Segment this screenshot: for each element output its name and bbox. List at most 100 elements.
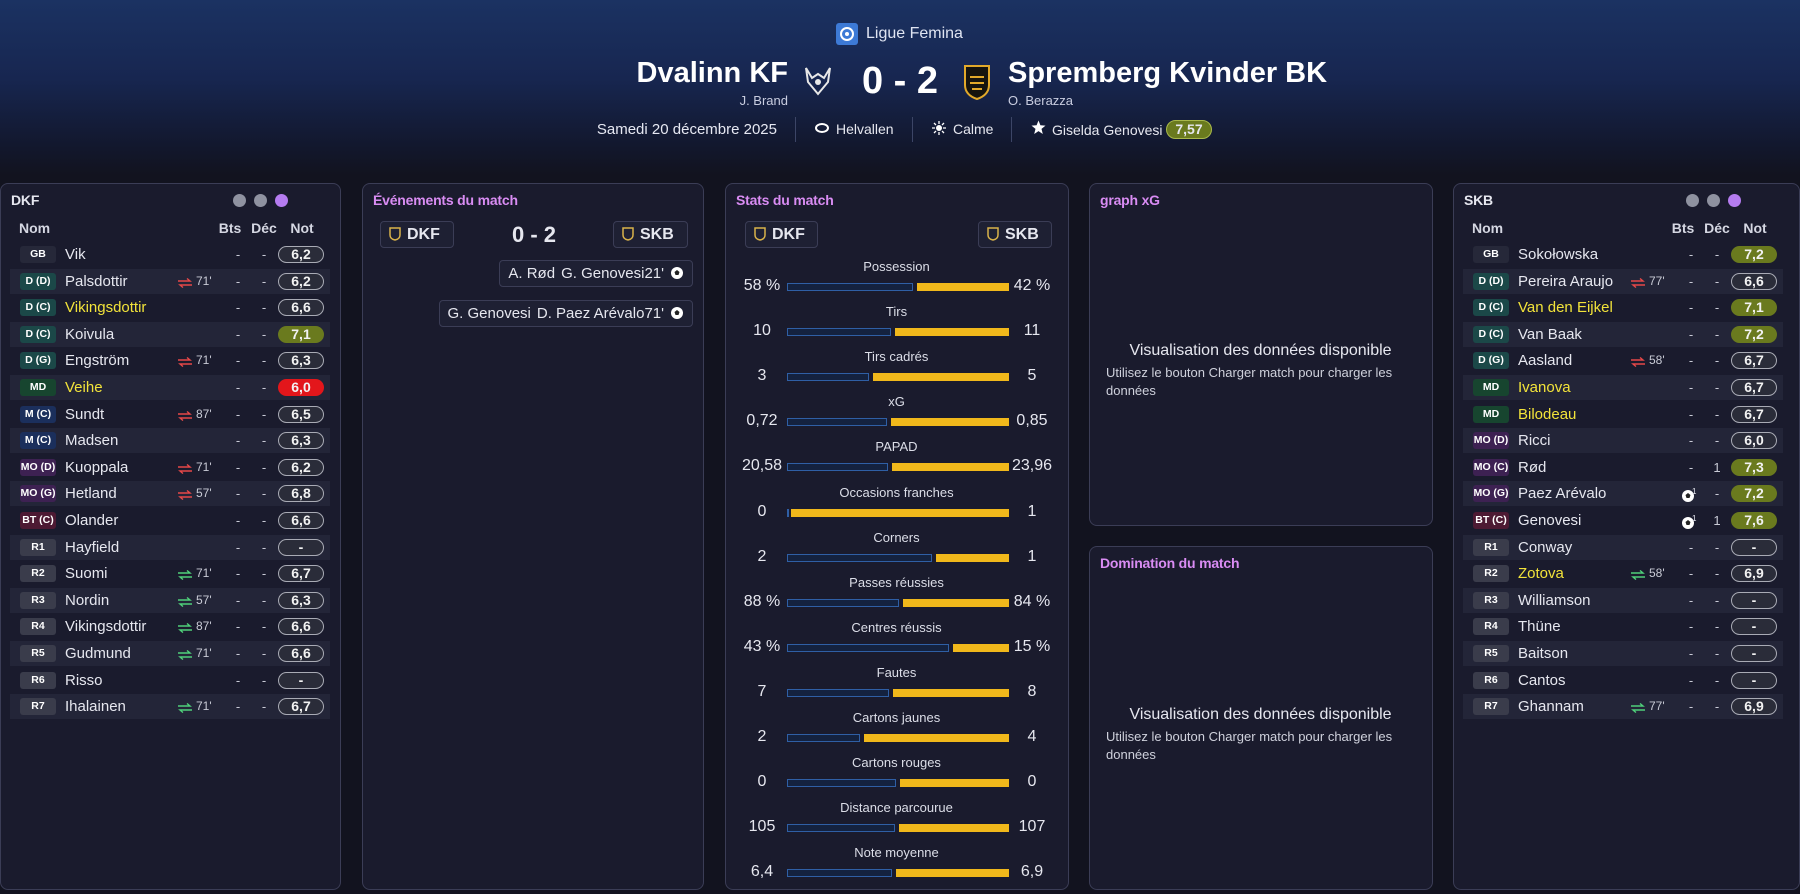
assists: - [261, 353, 267, 369]
goal-event: A. Rød G. Genovesi21' [499, 260, 693, 287]
goals: 1 [1692, 514, 1697, 523]
separator [912, 117, 913, 142]
home-team: Dvalinn KF [636, 57, 788, 89]
assists: - [1714, 619, 1720, 635]
position-badge: M (C) [20, 405, 56, 423]
player-name: Cantos [1518, 671, 1566, 689]
goals: - [235, 433, 241, 449]
assists: - [261, 326, 267, 342]
position-badge: GB [1473, 246, 1509, 263]
player-row: D (C) Koivula - -7,1 [10, 321, 330, 347]
away-bar [890, 418, 1009, 427]
player-row: D (C) Van den Eijkel - -7,1 [1463, 295, 1783, 320]
away-bar [898, 824, 1009, 833]
away-bar [900, 779, 1009, 788]
away-value: 5 [1027, 367, 1037, 385]
scorer: D. Paez Arévalo [536, 305, 645, 322]
xg-graph: graph xG Visualisation des données dispo… [1089, 183, 1433, 526]
player-name: Sokołowska [1518, 246, 1599, 263]
assists: - [1714, 672, 1720, 688]
sub-icon [177, 643, 193, 668]
sub-icon [177, 404, 193, 429]
team-box: DKF [745, 221, 818, 248]
away-bar [863, 734, 1009, 742]
home-bar [787, 688, 889, 697]
panel-title: DKF [11, 192, 40, 208]
info-hint: Utilisez le bouton Charger match pour ch… [1106, 365, 1393, 398]
assists: 1 [1713, 513, 1721, 528]
player-row: R1 Hayfield - - - [10, 534, 330, 560]
player-row: R4 Thüne - - - [1463, 614, 1783, 639]
rating: 6,8 [278, 485, 324, 503]
rating: 6,9 [1731, 565, 1777, 583]
assists: 1 [1713, 459, 1721, 475]
team-logo [389, 224, 401, 249]
assists: - [261, 619, 267, 635]
goal-icon [1681, 513, 1695, 538]
away-coach: O. Berazza [1008, 93, 1074, 108]
stat-label: PAPAD [875, 439, 918, 455]
goals: - [1688, 646, 1694, 661]
player-row: M (C) Sundt 87' - -6,5 [10, 402, 330, 427]
domination: Domination du match Visualisation des do… [1089, 546, 1433, 890]
assists: - [1714, 380, 1720, 395]
competition: Ligue Femina [866, 25, 963, 42]
player-row: R6 Cantos - - - [1463, 668, 1783, 693]
assists: - [261, 566, 267, 582]
assists: - [261, 273, 267, 289]
player-name: Van den Eijkel [1518, 299, 1613, 317]
player-row: BT (C) Olander - -6,6 [10, 508, 330, 533]
player-row: GB Sokołowska - -7,2 [1463, 242, 1783, 267]
goals: - [235, 513, 241, 528]
position-badge: R3 [1473, 591, 1509, 609]
player-row: GB Vik - -6,2 [10, 242, 330, 267]
sub-minute: 87' [196, 406, 212, 421]
sub-minute: 71' [196, 566, 212, 581]
assists: - [1714, 300, 1720, 316]
away-value: 6,9 [1020, 863, 1044, 881]
position-badge: D (D) [20, 272, 56, 290]
sub-minute: 57' [196, 486, 212, 501]
goals: - [235, 459, 241, 475]
position-badge: R1 [1473, 538, 1509, 556]
sub-icon [177, 457, 193, 482]
home-value: 0 [757, 773, 767, 791]
player-name: Zotova [1518, 565, 1564, 583]
player-row: MO (C) Rød - 1 7,3 [1463, 455, 1783, 480]
home-bar [787, 508, 789, 517]
player-name: Ghannam [1518, 698, 1584, 716]
info-hint: Utilisez le bouton Charger match pour ch… [1106, 729, 1393, 762]
player-name: Hayfield [65, 538, 120, 556]
sub-icon [177, 350, 193, 375]
player-row: R2 Zotova 58' - -6,9 [1463, 561, 1783, 586]
rating: 6,6 [1731, 272, 1777, 290]
position-badge: R2 [20, 565, 56, 583]
position-badge: MO (C) [1473, 458, 1509, 476]
home-value: 2 [757, 728, 767, 745]
team-logo [987, 227, 999, 241]
player-name: Bilodeau [1518, 405, 1577, 423]
goals: - [235, 619, 241, 635]
position-badge: MO (G) [20, 485, 56, 503]
rating: 6,3 [278, 591, 324, 609]
separator [795, 117, 796, 142]
position-badge: R7 [1473, 698, 1509, 716]
home-bar [787, 463, 888, 472]
minute: 21' [644, 265, 664, 282]
assists: - [1714, 486, 1720, 502]
goal-icon [1682, 490, 1694, 503]
assists: - [261, 300, 267, 316]
away-value: 84 % [1013, 592, 1051, 610]
away-bar [895, 869, 1009, 878]
sub-minute: 71' [196, 646, 212, 660]
player-row: D (G) Engström 71' - -6,3 [10, 348, 330, 373]
panel-dot [1707, 194, 1720, 207]
position-badge: MO (G) [1473, 485, 1509, 503]
sub-minute: 71' [196, 459, 212, 474]
player-row: R3 Nordin 57' - -6,3 [10, 587, 330, 613]
stat-label: Centres réussis [851, 619, 942, 635]
score: 0 - 2 [861, 60, 939, 102]
minute: 71' [644, 305, 664, 322]
goals: - [1688, 300, 1694, 316]
player-row: R7 Ihalainen 71' - -6,7 [10, 694, 330, 720]
